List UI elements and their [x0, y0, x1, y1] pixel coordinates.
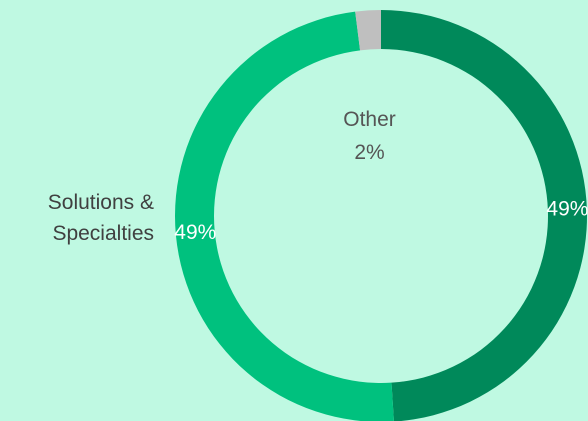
donut-slice-slice-1 — [381, 10, 587, 421]
data-label-solutions-specialties: 49% — [174, 221, 216, 244]
donut-labels: 49% 49% Other 2% Solutions & Specialties — [48, 108, 588, 245]
category-label-line: Solutions & — [48, 191, 154, 214]
data-label-slice-1: 49% — [546, 198, 588, 221]
donut-slices — [175, 10, 587, 421]
data-label-other: 2% — [354, 141, 384, 164]
donut-slice-other — [355, 10, 381, 51]
category-label-solutions-specialties: Solutions & Specialties — [48, 191, 154, 245]
category-label-other: Other — [343, 108, 396, 131]
donut-slice-solutions-specialties — [175, 11, 394, 421]
category-label-line: Specialties — [52, 222, 154, 245]
